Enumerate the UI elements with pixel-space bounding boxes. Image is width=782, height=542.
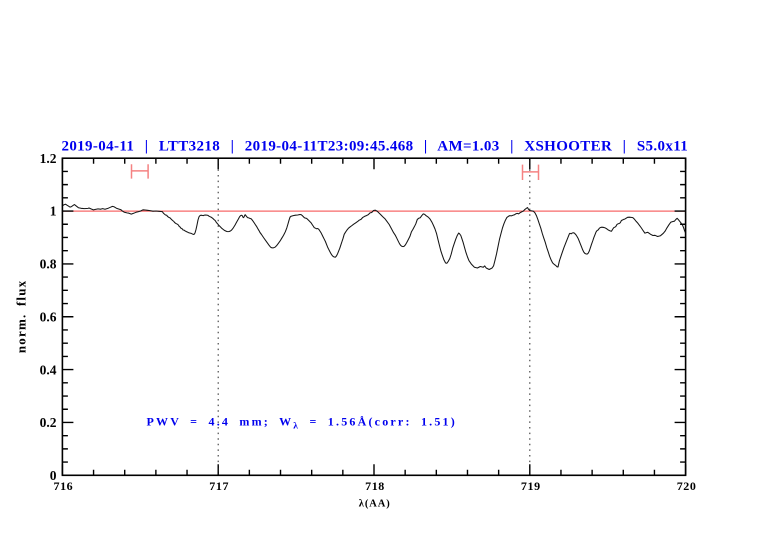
svg-text:1: 1 bbox=[50, 204, 57, 219]
svg-text:717: 717 bbox=[209, 479, 229, 493]
svg-text:PWV = 4.4 mm; Wλ = 1.56Å(corr:: PWV = 4.4 mm; Wλ = 1.56Å(corr: 1.51) bbox=[147, 415, 457, 432]
svg-text:720: 720 bbox=[677, 479, 697, 493]
svg-text:λ(AA): λ(AA) bbox=[359, 499, 391, 510]
svg-text:norm. flux: norm. flux bbox=[13, 280, 28, 354]
svg-text:0.2: 0.2 bbox=[40, 415, 57, 430]
svg-text:719: 719 bbox=[521, 479, 541, 493]
svg-text:0.8: 0.8 bbox=[40, 257, 57, 272]
svg-text:0.6: 0.6 bbox=[40, 309, 57, 324]
svg-text:0.4: 0.4 bbox=[40, 362, 57, 377]
svg-text:718: 718 bbox=[365, 479, 385, 493]
svg-text:716: 716 bbox=[53, 479, 73, 493]
svg-text:0: 0 bbox=[50, 468, 57, 483]
svg-text:2019-04-11 | LTT3218 | 2019-04: 2019-04-11 | LTT3218 | 2019-04-11T23:09:… bbox=[61, 139, 688, 155]
svg-text:1.2: 1.2 bbox=[40, 151, 57, 166]
